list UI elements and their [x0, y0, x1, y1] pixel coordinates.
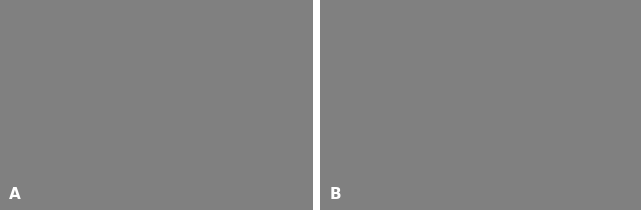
Text: A: A	[10, 187, 21, 202]
Text: B: B	[329, 187, 341, 202]
